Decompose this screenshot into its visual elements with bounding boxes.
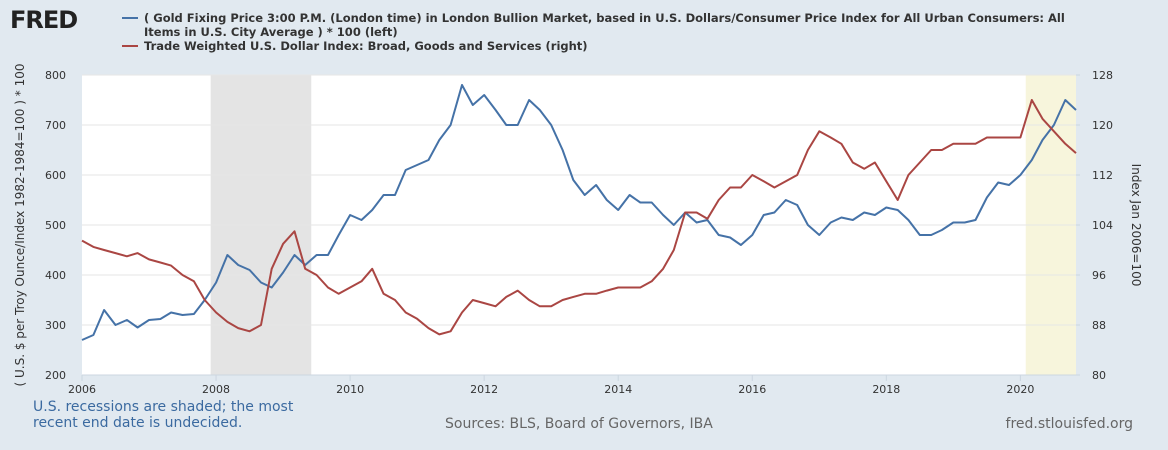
legend-swatch: [122, 17, 138, 19]
legend-swatch: [122, 45, 138, 47]
logo: FRED: [10, 6, 78, 34]
x-tick-label: 2014: [604, 383, 632, 396]
legend: ( Gold Fixing Price 3:00 P.M. (London ti…: [122, 11, 1092, 53]
y-axis-label: ( U.S. $ per Troy Ounce/Index 1982-1984=…: [13, 64, 27, 387]
legend-entry: ( Gold Fixing Price 3:00 P.M. (London ti…: [122, 11, 1092, 39]
y-tick-label: 400: [45, 269, 66, 282]
y2-tick-label: 128: [1092, 69, 1113, 82]
y2-axis-label: Index Jan 2006=100: [1129, 164, 1143, 287]
site-link[interactable]: fred.stlouisfed.org: [1005, 416, 1133, 432]
y2-tick-label: 120: [1092, 119, 1113, 132]
y-tick-label: 200: [45, 369, 66, 382]
legend-entry: Trade Weighted U.S. Dollar Index: Broad,…: [122, 39, 1092, 53]
series-line: [81, 84, 1077, 341]
y-tick-label: 700: [45, 119, 66, 132]
x-tick-label: 2006: [68, 383, 96, 396]
x-tick-label: 2018: [872, 383, 900, 396]
source: Sources: BLS, Board of Governors, IBA: [445, 416, 713, 432]
x-tick-label: 2012: [470, 383, 498, 396]
y2-tick-label: 104: [1092, 219, 1113, 232]
legend-label: ( Gold Fixing Price 3:00 P.M. (London ti…: [144, 11, 1065, 39]
y-tick-label: 300: [45, 319, 66, 332]
x-tick-label: 2020: [1006, 383, 1034, 396]
y2-tick-label: 80: [1092, 369, 1106, 382]
x-tick-label: 2010: [336, 383, 364, 396]
x-tick-label: 2008: [202, 383, 230, 396]
recession-note: U.S. recessions are shaded; the most rec…: [33, 399, 294, 431]
y-tick-label: 800: [45, 69, 66, 82]
y2-tick-label: 88: [1092, 319, 1106, 332]
x-tick-label: 2016: [738, 383, 766, 396]
y2-tick-label: 96: [1092, 269, 1106, 282]
series-line: [81, 99, 1077, 336]
y-tick-label: 600: [45, 169, 66, 182]
y2-tick-label: 112: [1092, 169, 1113, 182]
y-tick-label: 500: [45, 219, 66, 232]
legend-label: Trade Weighted U.S. Dollar Index: Broad,…: [144, 39, 588, 53]
